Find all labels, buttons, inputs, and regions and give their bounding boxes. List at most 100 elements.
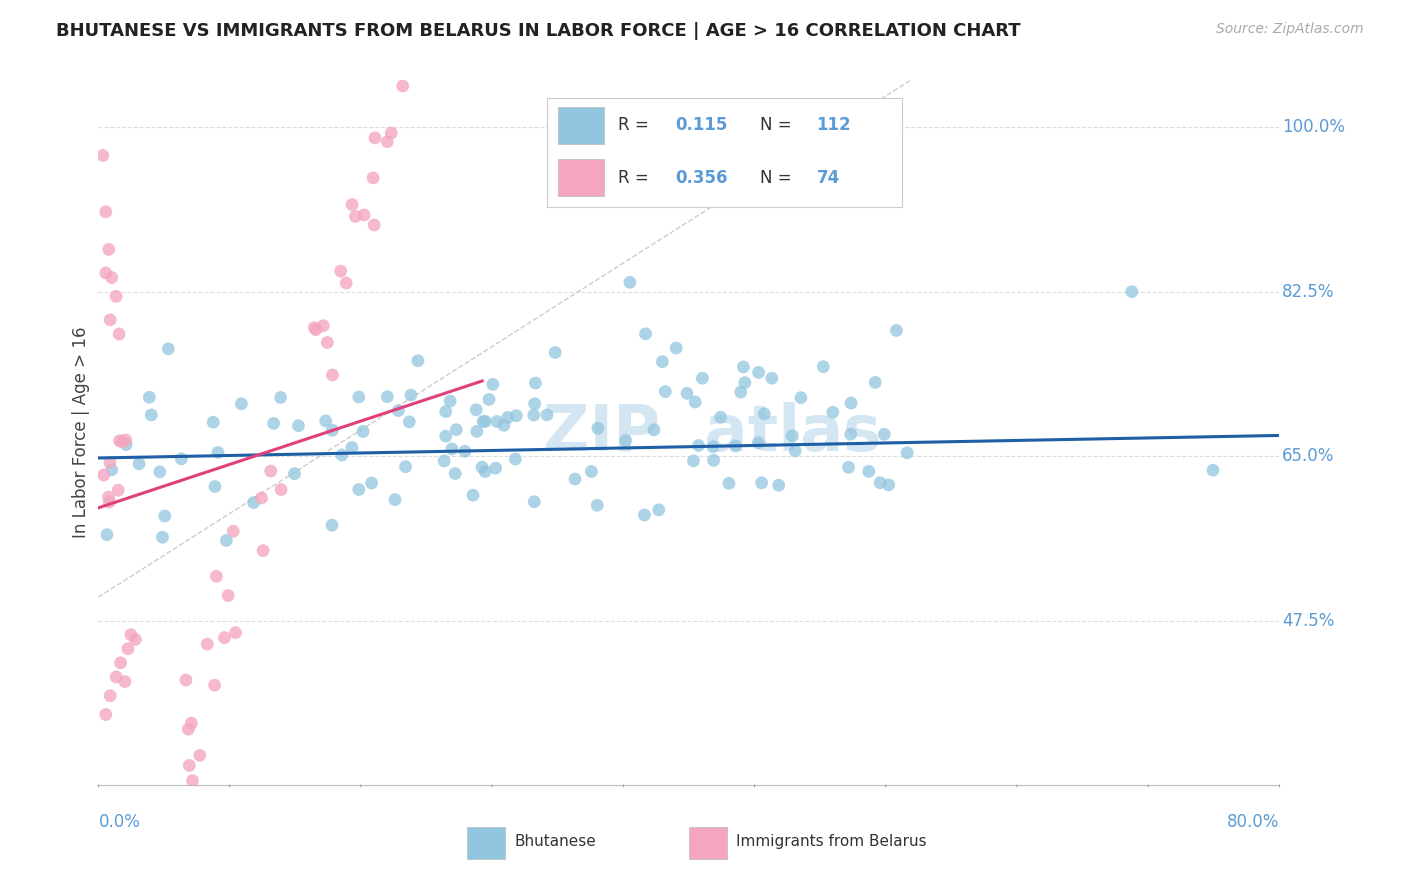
Point xyxy=(214,631,236,645)
Point xyxy=(461,488,484,502)
Point xyxy=(225,625,247,640)
Point xyxy=(1121,285,1143,299)
Point xyxy=(485,461,508,475)
Point xyxy=(188,748,211,763)
Point xyxy=(886,323,908,337)
Point xyxy=(474,465,496,479)
Point xyxy=(250,491,273,505)
Point xyxy=(340,441,363,455)
Point xyxy=(754,407,776,421)
Point xyxy=(353,208,375,222)
Point xyxy=(444,467,467,481)
Point xyxy=(321,518,343,533)
Point xyxy=(98,689,121,703)
Text: BHUTANESE VS IMMIGRANTS FROM BELARUS IN LABOR FORCE | AGE > 16 CORRELATION CHART: BHUTANESE VS IMMIGRANTS FROM BELARUS IN … xyxy=(56,22,1021,40)
Point xyxy=(439,394,461,409)
Point xyxy=(287,418,309,433)
Point xyxy=(115,437,138,451)
Point xyxy=(865,376,887,390)
Point xyxy=(105,670,128,684)
Point xyxy=(869,475,891,490)
Point xyxy=(471,460,494,475)
Point xyxy=(858,464,880,478)
Point xyxy=(761,371,783,385)
Point xyxy=(108,326,131,341)
Point xyxy=(98,455,121,469)
Point xyxy=(433,454,456,468)
Point xyxy=(692,371,714,385)
Point xyxy=(100,270,122,285)
Point xyxy=(352,425,374,439)
Point xyxy=(364,131,387,145)
Point xyxy=(478,392,501,407)
Point xyxy=(360,475,382,490)
Point xyxy=(149,465,172,479)
Point xyxy=(93,467,115,482)
Point xyxy=(330,448,353,462)
Point xyxy=(544,345,567,359)
Point xyxy=(138,390,160,404)
Point xyxy=(110,656,132,670)
Point xyxy=(703,453,725,467)
Point xyxy=(782,429,804,443)
Point xyxy=(91,148,114,162)
Point xyxy=(263,417,285,431)
Point xyxy=(523,397,546,411)
Point xyxy=(347,390,370,404)
Point xyxy=(837,460,859,475)
Point xyxy=(179,758,201,772)
Point xyxy=(114,860,136,874)
Point xyxy=(586,421,609,435)
Text: 80.0%: 80.0% xyxy=(1227,814,1279,831)
Point xyxy=(375,135,398,149)
Point xyxy=(536,408,558,422)
Point xyxy=(465,402,488,417)
Point xyxy=(174,673,197,687)
Point xyxy=(634,326,657,341)
Point xyxy=(873,427,896,442)
Point xyxy=(896,446,918,460)
Point xyxy=(724,439,747,453)
Point xyxy=(682,454,704,468)
Point xyxy=(363,218,385,232)
Point xyxy=(785,443,807,458)
Point xyxy=(434,429,457,443)
Point xyxy=(676,386,699,401)
Point xyxy=(347,483,370,497)
Point xyxy=(321,423,343,437)
Point xyxy=(305,323,328,337)
Point xyxy=(98,313,121,327)
Point xyxy=(270,483,292,497)
Point xyxy=(406,353,429,368)
Point xyxy=(481,377,503,392)
Point xyxy=(207,445,229,459)
Point xyxy=(733,359,755,374)
Point xyxy=(643,423,665,437)
Point xyxy=(768,478,790,492)
Point xyxy=(180,716,202,731)
Point xyxy=(124,632,146,647)
Point xyxy=(170,451,193,466)
Point xyxy=(505,409,527,423)
Point xyxy=(96,527,118,541)
Text: 0.0%: 0.0% xyxy=(98,814,141,831)
Point xyxy=(315,414,337,428)
Point xyxy=(270,391,292,405)
Point xyxy=(751,475,773,490)
Point xyxy=(181,773,204,788)
Point xyxy=(205,569,228,583)
Text: Source: ZipAtlas.com: Source: ZipAtlas.com xyxy=(1216,22,1364,37)
Point xyxy=(316,335,339,350)
Point xyxy=(375,390,398,404)
Point xyxy=(204,479,226,493)
Point xyxy=(688,438,710,452)
Point xyxy=(153,508,176,523)
Text: 47.5%: 47.5% xyxy=(1282,612,1334,630)
Point xyxy=(344,210,367,224)
Point xyxy=(790,391,813,405)
Point xyxy=(380,126,402,140)
Point xyxy=(581,465,603,479)
Point xyxy=(157,342,180,356)
Point xyxy=(361,170,384,185)
Point xyxy=(485,415,508,429)
